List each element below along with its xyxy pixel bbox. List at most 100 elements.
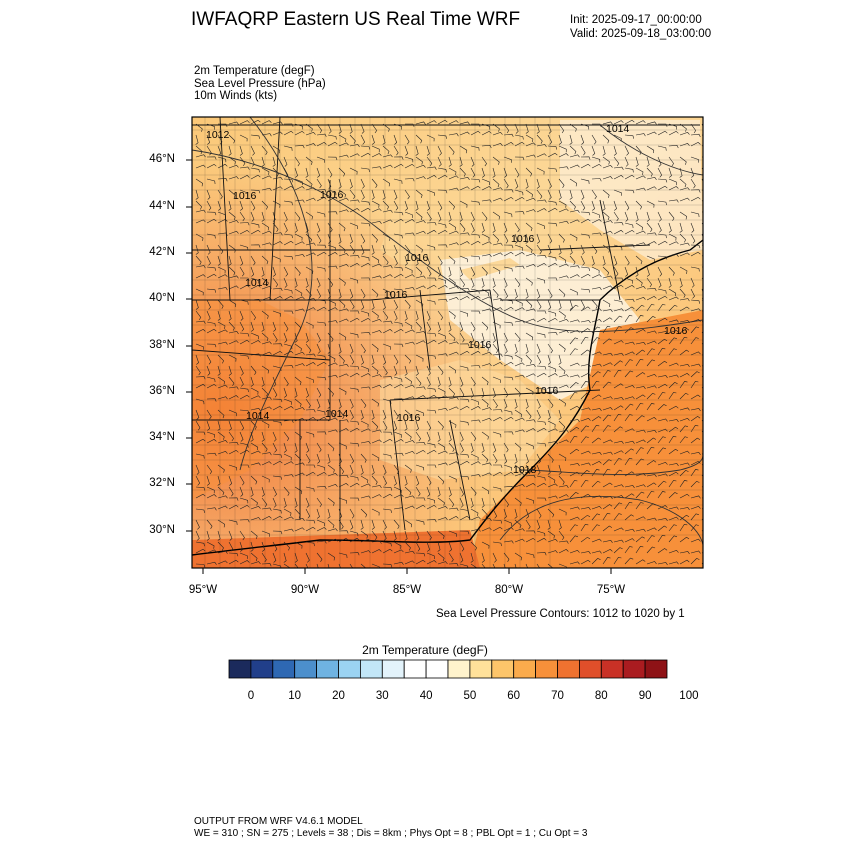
wind-barb	[624, 440, 635, 444]
wind-barb	[272, 563, 282, 568]
wind-barb	[602, 200, 606, 211]
wind-barb	[404, 244, 411, 255]
wind-barb	[404, 189, 410, 200]
wind-barb	[250, 298, 261, 303]
wind-barb	[536, 563, 540, 568]
colorbar-label: 50	[463, 690, 477, 702]
wind-barb	[635, 145, 642, 155]
wind-barb	[283, 406, 294, 411]
wind-barb	[547, 277, 558, 281]
wind-barb	[239, 244, 249, 251]
wind-barb	[547, 495, 558, 499]
wind-barb	[415, 541, 421, 552]
wind-barb	[349, 552, 360, 556]
wind-barb	[492, 242, 503, 246]
pressure-label: 1014	[245, 277, 269, 289]
wind-barb	[250, 475, 258, 485]
wind-barb	[679, 197, 690, 202]
wind-barb	[690, 524, 699, 532]
wind-barb	[569, 123, 577, 132]
wind-barb	[239, 504, 250, 510]
wind-barb	[613, 326, 622, 334]
wind-barb	[305, 266, 314, 275]
wind-barb	[239, 145, 243, 156]
wind-barb	[371, 354, 375, 365]
wind-barb	[360, 409, 364, 420]
wind-barb	[426, 299, 436, 305]
wind-barb	[536, 398, 541, 409]
wind-barb	[690, 351, 701, 356]
wind-barb	[668, 435, 677, 444]
wind-barb	[558, 464, 562, 475]
wind-barb	[547, 409, 551, 420]
wind-barb	[371, 318, 382, 323]
wind-barb	[437, 442, 446, 451]
wind-barb	[459, 321, 464, 332]
wind-barb	[228, 530, 233, 541]
wind-barb	[382, 453, 392, 459]
wind-barb	[239, 211, 245, 222]
wind-barb	[360, 495, 371, 499]
wind-barb	[470, 145, 480, 151]
wind-barb	[371, 208, 382, 213]
wind-barb	[426, 166, 437, 170]
wind-barb	[404, 505, 415, 510]
wind-barb	[327, 233, 332, 244]
wind-barb	[690, 558, 700, 565]
wind-barb	[261, 461, 272, 466]
wind-barb	[250, 407, 261, 411]
wind-barb	[690, 156, 699, 163]
wind-barb	[426, 200, 430, 211]
wind-barb	[690, 251, 701, 257]
wind-barb	[261, 167, 270, 175]
wind-barb	[668, 382, 678, 389]
wind-barb	[536, 453, 542, 464]
wind-barb	[580, 417, 591, 422]
wind-barb	[195, 420, 201, 431]
colorbar-box	[535, 659, 558, 679]
wind-barb	[569, 506, 580, 510]
wind-barb	[448, 461, 459, 466]
wind-barb	[360, 178, 365, 189]
wind-barb	[415, 497, 426, 501]
wind-barb	[382, 274, 393, 279]
wind-barb	[250, 517, 261, 521]
wind-barb	[471, 123, 481, 127]
wind-barb	[448, 297, 459, 301]
wind-barb	[514, 473, 525, 477]
wind-barb	[250, 332, 259, 340]
wind-barb	[195, 541, 205, 547]
wind-barb	[239, 497, 249, 504]
wind-barb	[470, 130, 481, 136]
wind-barb	[371, 275, 382, 279]
wind-barb	[316, 133, 327, 137]
wind-barb	[646, 200, 655, 208]
wind-barb	[679, 320, 690, 324]
wind-barb	[261, 175, 272, 180]
wind-barb	[580, 363, 591, 367]
wind-barb	[393, 452, 404, 456]
wind-barb	[272, 431, 277, 442]
wind-barb	[492, 563, 496, 568]
wind-barb	[690, 299, 700, 304]
wind-barb	[261, 222, 270, 231]
colorbar-box	[513, 659, 537, 679]
wind-barb	[250, 244, 261, 248]
wind-barb	[591, 408, 602, 412]
wind-barb	[393, 409, 399, 420]
wind-barb	[624, 145, 629, 156]
wind-barb	[349, 482, 360, 488]
wind-barb	[206, 211, 217, 216]
wind-barb	[415, 266, 423, 276]
wind-barb	[393, 310, 398, 321]
wind-barb	[470, 178, 481, 183]
wind-barb	[437, 200, 443, 211]
wind-barb	[668, 211, 675, 221]
wind-barb	[503, 409, 513, 415]
wind-barb	[602, 156, 610, 165]
wind-barb	[283, 240, 294, 246]
wind-barb	[272, 266, 276, 277]
wind-barb	[371, 384, 382, 389]
wind-barb	[525, 233, 529, 244]
wind-barb	[635, 315, 644, 323]
